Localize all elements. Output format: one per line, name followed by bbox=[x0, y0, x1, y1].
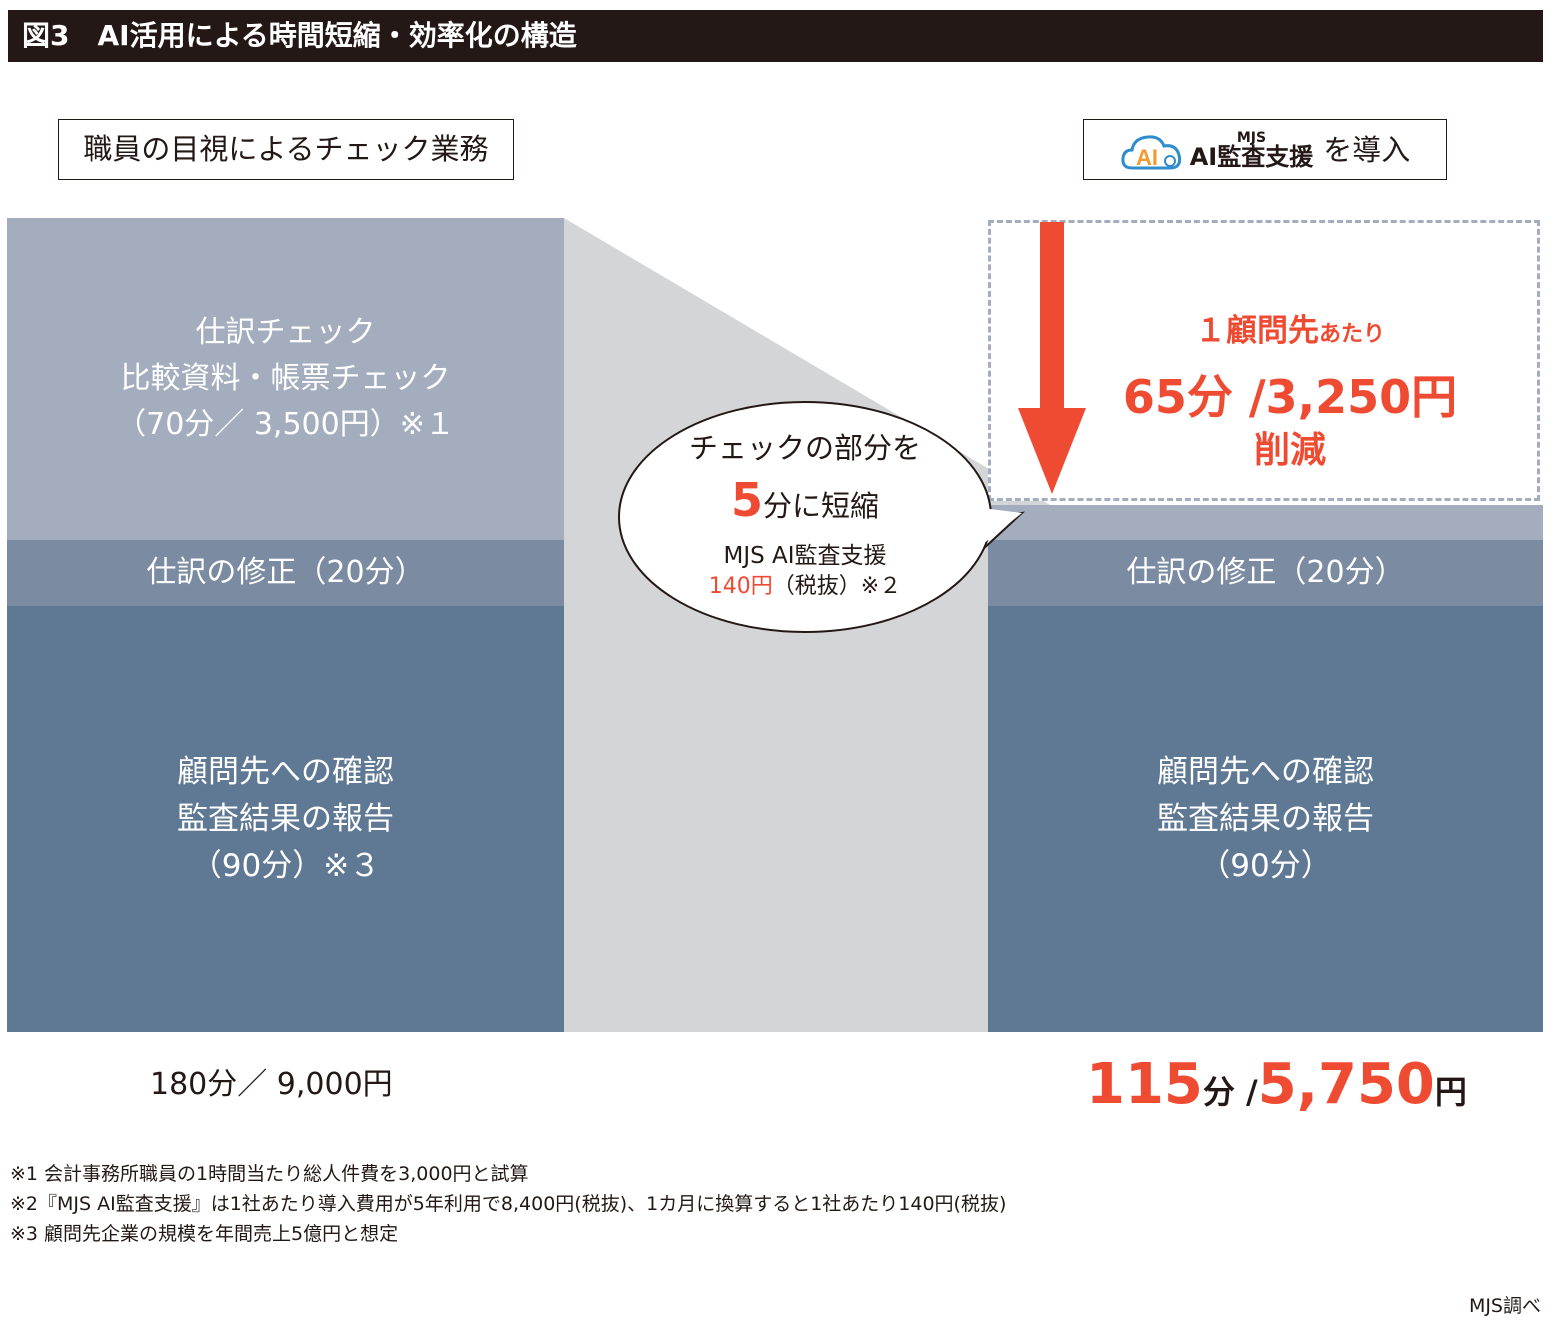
left-confirm-block: 顧問先への確認 監査結果の報告 （90分）※３ bbox=[7, 606, 564, 1032]
correction-text: 仕訳の修正（20分） bbox=[146, 555, 425, 590]
savings-box bbox=[988, 220, 1540, 501]
figure-title: 図3 AI活用による時間短縮・効率化の構造 bbox=[8, 10, 1543, 62]
confirm-line-2: 監査結果の報告 bbox=[1157, 800, 1374, 837]
correction-text: 仕訳の修正（20分） bbox=[1126, 555, 1405, 590]
check-line-3: （70分／ 3,500円）※１ bbox=[116, 407, 455, 442]
confirm-line-1: 顧問先への確認 bbox=[177, 753, 394, 790]
left-correction-block: 仕訳の修正（20分） bbox=[7, 540, 564, 606]
savings-amount: 65分 /3,250円 bbox=[1122, 370, 1458, 424]
bubble-line-1: チェックの部分を bbox=[688, 431, 921, 465]
left-check-block: 仕訳チェック 比較資料・帳票チェック （70分／ 3,500円）※１ bbox=[7, 218, 564, 540]
source-note: MJS調べ bbox=[1468, 1295, 1541, 1317]
check-line-1: 仕訳チェック bbox=[195, 315, 376, 350]
total-minutes-unit: 分 / bbox=[1202, 1073, 1258, 1111]
total-yen: 5,750 bbox=[1257, 1052, 1435, 1117]
right-check-remainder bbox=[988, 505, 1543, 540]
ai-cloud-logo-icon: AI bbox=[1120, 128, 1184, 172]
confirm-line-3: （90分）※３ bbox=[190, 847, 381, 884]
savings-text: １顧問先あたり 65分 /3,250円 削減 bbox=[1110, 308, 1470, 474]
bubble-big-number: 5 bbox=[730, 473, 763, 527]
total-yen-unit: 円 bbox=[1434, 1073, 1467, 1111]
right-correction-block: 仕訳の修正（20分） bbox=[988, 540, 1543, 606]
left-total: 180分／ 9,000円 bbox=[150, 1067, 393, 1102]
per-client-suffix: あたり bbox=[1318, 322, 1385, 347]
confirm-line-2: 監査結果の報告 bbox=[177, 800, 394, 837]
footnote-3: ※3 顧問先企業の規模を年間売上5億円と想定 bbox=[10, 1223, 399, 1245]
introduce-text: を導入 bbox=[1323, 132, 1411, 167]
check-line-2: 比較資料・帳票チェック bbox=[120, 361, 451, 396]
speech-bubble bbox=[618, 401, 1026, 633]
right-confirm-block: 顧問先への確認 監査結果の報告 （90分） bbox=[988, 606, 1543, 1032]
bubble-price: 140円 bbox=[708, 574, 773, 599]
svg-text:AI: AI bbox=[1136, 145, 1158, 170]
right-total: 115分 /5,750円 bbox=[1086, 1050, 1467, 1133]
ai-audit-product-name: AI監査支援 bbox=[1189, 142, 1314, 171]
bubble-price-note: （税抜）※２ bbox=[772, 574, 902, 599]
bubble-line-2: 分に短縮 bbox=[763, 489, 880, 523]
confirm-line-3: （90分） bbox=[1199, 847, 1332, 884]
mjs-logo-text: MJS bbox=[1236, 129, 1267, 146]
confirm-line-1: 顧問先への確認 bbox=[1157, 753, 1374, 790]
bubble-text: チェックの部分を 5分に短縮 MJS AI監査支援 140円（税抜）※２ bbox=[630, 425, 980, 602]
footnote-1: ※1 会計事務所職員の1時間当たり総人件費を3,000円と試算 bbox=[10, 1163, 529, 1185]
manual-check-label: 職員の目視によるチェック業務 bbox=[58, 119, 514, 180]
reduction-label: 削減 bbox=[1253, 430, 1326, 471]
ai-introduction-label: AI MJS AI監査支援 を導入 bbox=[1083, 119, 1447, 180]
total-minutes: 115 bbox=[1086, 1052, 1203, 1117]
bubble-product: MJS AI監査支援 bbox=[723, 543, 887, 569]
footnote-2: ※2『MJS AI監査支援』は1社あたり導入費用が5年利用で8,400円(税抜)… bbox=[10, 1193, 1007, 1215]
per-client-label: １顧問先 bbox=[1194, 313, 1319, 349]
down-arrow-icon bbox=[1018, 222, 1086, 494]
